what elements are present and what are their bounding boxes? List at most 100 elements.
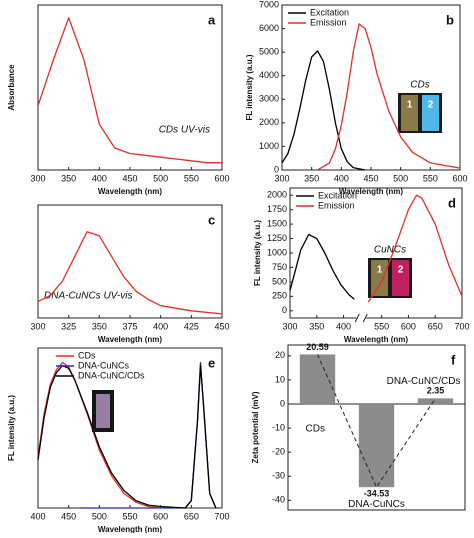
panel-letter: e [208, 355, 215, 370]
x-tick-label: 500 [92, 511, 107, 521]
panel-letter: f [451, 352, 456, 367]
x-tick-label: 375 [122, 321, 137, 331]
y-tick-label: -40 [272, 495, 285, 505]
bar [299, 354, 336, 405]
x-tick-label: 600 [153, 511, 168, 521]
x-tick-label: 400 [336, 321, 351, 331]
inset-photo: CDs 1 2 [398, 80, 442, 133]
y-tick-label: 0 [280, 398, 285, 408]
bar [358, 404, 395, 488]
x-tick-label: 300 [274, 173, 289, 183]
legend-label: CDs [78, 350, 96, 360]
x-tick-label: 300 [30, 173, 45, 183]
x-tick-label: 350 [304, 173, 319, 183]
x-axis-label: Wavelength (nm) [339, 187, 403, 196]
y-tick-label: 3000 [259, 94, 279, 104]
category-label: CDs [306, 424, 325, 435]
line-series [289, 233, 355, 300]
x-tick-label: 600 [401, 321, 416, 331]
y-tick-label: -20 [272, 447, 285, 457]
line-series [281, 50, 366, 171]
plot-frame [37, 4, 223, 171]
x-tick-label: 300 [282, 321, 297, 331]
x-axis-label: Wavelength (nm) [344, 335, 408, 344]
x-tick-label: 450 [61, 511, 76, 521]
x-axis-label: Wavelength (nm) [98, 335, 162, 344]
y-tick-label: 750 [272, 262, 287, 272]
y-tick-label: 1250 [267, 233, 287, 243]
vial [96, 394, 110, 428]
y-tick-label: 1750 [267, 204, 287, 214]
y-tick-label: 10 [275, 374, 285, 384]
vial-1 [401, 95, 418, 131]
line-series [317, 23, 461, 171]
legend-label: DNA-CuNCs [78, 360, 130, 370]
y-tick-label: 250 [272, 291, 287, 301]
vial-label: 2 [398, 265, 404, 276]
inset-photo: CuNCs 1 2 [368, 245, 412, 298]
x-tick-label: 400 [92, 173, 107, 183]
x-tick-label: 425 [184, 321, 199, 331]
panel-letter: d [448, 195, 456, 210]
y-axis-label: FL intensity (a.u.) [7, 395, 16, 461]
y-axis-label: Zeta potential (mV) [251, 391, 260, 463]
y-tick-label: -10 [272, 422, 285, 432]
legend-label: Emission [310, 17, 347, 27]
y-tick-label: 1500 [267, 218, 287, 228]
inset-photo [92, 390, 114, 432]
axis-break-gap [356, 315, 367, 321]
category-label: DNA-CuNCs [348, 499, 405, 510]
plot-frame [281, 4, 461, 171]
vial-2 [422, 95, 439, 131]
x-tick-label: 500 [153, 173, 168, 183]
axis-break-mark [362, 313, 368, 323]
y-axis-label: FL intensity (a.u.) [245, 54, 254, 120]
x-tick-label: 325 [61, 321, 76, 331]
axis-break-mark [354, 313, 360, 323]
category-label: DNA-CuNC/CDs [387, 376, 461, 387]
x-tick-label: 600 [214, 173, 229, 183]
x-tick-label: 300 [30, 321, 45, 331]
y-tick-label: 2000 [267, 190, 287, 200]
legend-label: Emission [318, 200, 355, 210]
x-tick-label: 700 [454, 321, 469, 331]
panel-letter: a [208, 12, 216, 27]
x-tick-label: 350 [92, 321, 107, 331]
line-series [37, 231, 223, 315]
x-tick-label: 650 [184, 511, 199, 521]
annotation: CDs UV-vis [159, 125, 210, 136]
x-tick-label: 450 [363, 173, 378, 183]
legend-label: DNA-CuNC/CDs [78, 370, 145, 380]
x-tick-label: 650 [428, 321, 443, 331]
x-tick-label: 550 [374, 321, 389, 331]
inset-title: CDs [410, 80, 429, 91]
value-label: 20.59 [306, 342, 329, 352]
x-tick-label: 550 [423, 173, 438, 183]
line-series [367, 194, 463, 303]
y-tick-label: 0 [274, 164, 279, 174]
vial-label: 2 [428, 100, 434, 111]
panel-letter: c [208, 212, 215, 227]
legend-label: Excitation [318, 190, 357, 200]
y-tick-label: 4000 [259, 70, 279, 80]
x-tick-label: 350 [309, 321, 324, 331]
y-tick-label: 7000 [259, 0, 279, 9]
inset-title: CuNCs [374, 245, 406, 256]
vial-label: 1 [407, 100, 413, 111]
x-tick-label: 400 [30, 511, 45, 521]
x-tick-label: 500 [393, 173, 408, 183]
vial-label: 1 [377, 265, 383, 276]
x-tick-label: 700 [214, 511, 229, 521]
x-axis-label: Wavelength (nm) [98, 187, 162, 196]
x-tick-label: 400 [153, 321, 168, 331]
y-tick-label: 20 [275, 350, 285, 360]
line-series [37, 361, 161, 509]
x-tick-label: 450 [122, 173, 137, 183]
line-series [80, 361, 217, 509]
value-label: 2.35 [427, 386, 445, 396]
vial-2 [392, 260, 409, 296]
x-tick-label: 550 [184, 173, 199, 183]
line-series [37, 364, 217, 509]
y-tick-label: 6000 [259, 23, 279, 33]
vial-1 [371, 260, 388, 296]
